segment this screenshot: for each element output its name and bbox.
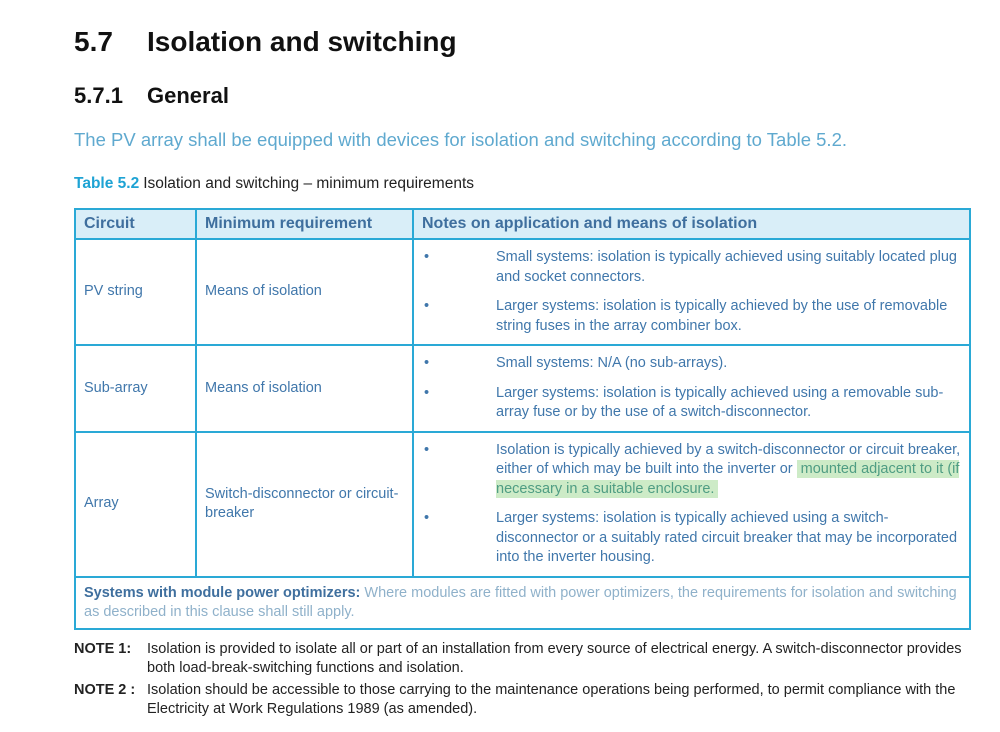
- header-circuit: Circuit: [74, 208, 197, 240]
- note-1: NOTE 1: Isolation is provided to isolate …: [74, 640, 971, 679]
- table-row: PV string Means of isolation • Small syst…: [74, 238, 971, 346]
- caption-text: Isolation and switching – minimum requir…: [143, 175, 475, 192]
- footer-text: Where modules are fitted with power opti…: [84, 584, 957, 620]
- header-requirement: Minimum requirement: [195, 208, 414, 240]
- footer-cell: Systems with module power optimizers: Wh…: [74, 575, 971, 630]
- table-row: Sub-array Means of isolation • Small syst…: [74, 344, 971, 433]
- note-body: Isolation should be accessible to those …: [147, 681, 956, 718]
- bullet-icon: •: [424, 510, 430, 526]
- list-item: • Small systems: N/A (no sub-arrays).: [422, 354, 961, 374]
- table-header-row: Circuit Minimum requirement Notes on app…: [74, 208, 971, 240]
- note-2: NOTE 2 : Isolation should be accessible t…: [74, 681, 971, 720]
- header-notes: Notes on application and means of isolat…: [412, 208, 971, 240]
- subsection-number: 5.7.1: [74, 83, 123, 108]
- cell-notes: • Small systems: isolation is typically a…: [412, 238, 971, 346]
- note-text: Larger systems: isolation is typically a…: [496, 384, 944, 421]
- cell-circuit: Array: [74, 430, 197, 578]
- note-text: Larger systems: isolation is typically a…: [496, 510, 958, 565]
- note-text: Larger systems: isolation is typically a…: [496, 298, 948, 334]
- note-text: Small systems: N/A (no sub-arrays).: [496, 355, 728, 371]
- list-item: • Isolation is typically achieved by a sw…: [422, 441, 961, 500]
- list-item: • Larger systems: isolation is typically …: [422, 297, 961, 336]
- bullet-icon: •: [424, 249, 430, 265]
- bullet-icon: •: [424, 441, 430, 458]
- caption-label: Table 5.2: [74, 175, 140, 192]
- note-text: Isolation is typically achieved by a swi…: [496, 441, 961, 500]
- note-text: Small systems: isolation is typically ac…: [496, 249, 957, 285]
- section-heading: 5.7 Isolation and switching: [74, 24, 971, 60]
- section-number: 5.7: [74, 26, 113, 57]
- intro-paragraph: The PV array shall be equipped with devi…: [74, 129, 847, 150]
- table-caption: Table 5.2 Isolation and switching – minim…: [74, 174, 971, 194]
- section-title: Isolation and switching: [147, 26, 457, 57]
- list-item: • Larger systems: isolation is typically …: [422, 509, 961, 568]
- cell-requirement: Means of isolation: [195, 344, 414, 433]
- list-item: • Larger systems: isolation is typically …: [422, 384, 961, 423]
- list-item: • Small systems: isolation is typically a…: [422, 248, 961, 287]
- cell-notes: • Isolation is typically achieved by a sw…: [412, 430, 971, 578]
- table-footer-row: Systems with module power optimizers: Wh…: [74, 575, 971, 630]
- bullet-icon: •: [424, 384, 430, 401]
- cell-requirement: Means of isolation: [195, 238, 414, 346]
- cell-notes: • Small systems: N/A (no sub-arrays). • La…: [412, 344, 971, 433]
- cell-circuit: PV string: [74, 238, 197, 346]
- note-body: Isolation is provided to isolate all or …: [147, 640, 962, 677]
- bullet-icon: •: [424, 298, 430, 314]
- cell-requirement: Switch-disconnector or circuit-breaker: [195, 430, 414, 578]
- bullet-icon: •: [424, 355, 430, 371]
- isolation-table: Circuit Minimum requirement Notes on app…: [74, 208, 971, 630]
- note-text-part: Isolation is typically achieved by a swi…: [496, 441, 961, 478]
- table-row: Array Switch-disconnector or circuit-bre…: [74, 430, 971, 578]
- subsection-title: General: [147, 83, 229, 108]
- note-label: NOTE 1:: [74, 640, 132, 657]
- subsection-heading: 5.7.1 General: [74, 82, 971, 110]
- note-label: NOTE 2 :: [74, 681, 136, 698]
- cell-circuit: Sub-array: [74, 344, 197, 433]
- footer-label: Systems with module power optimizers:: [84, 584, 361, 601]
